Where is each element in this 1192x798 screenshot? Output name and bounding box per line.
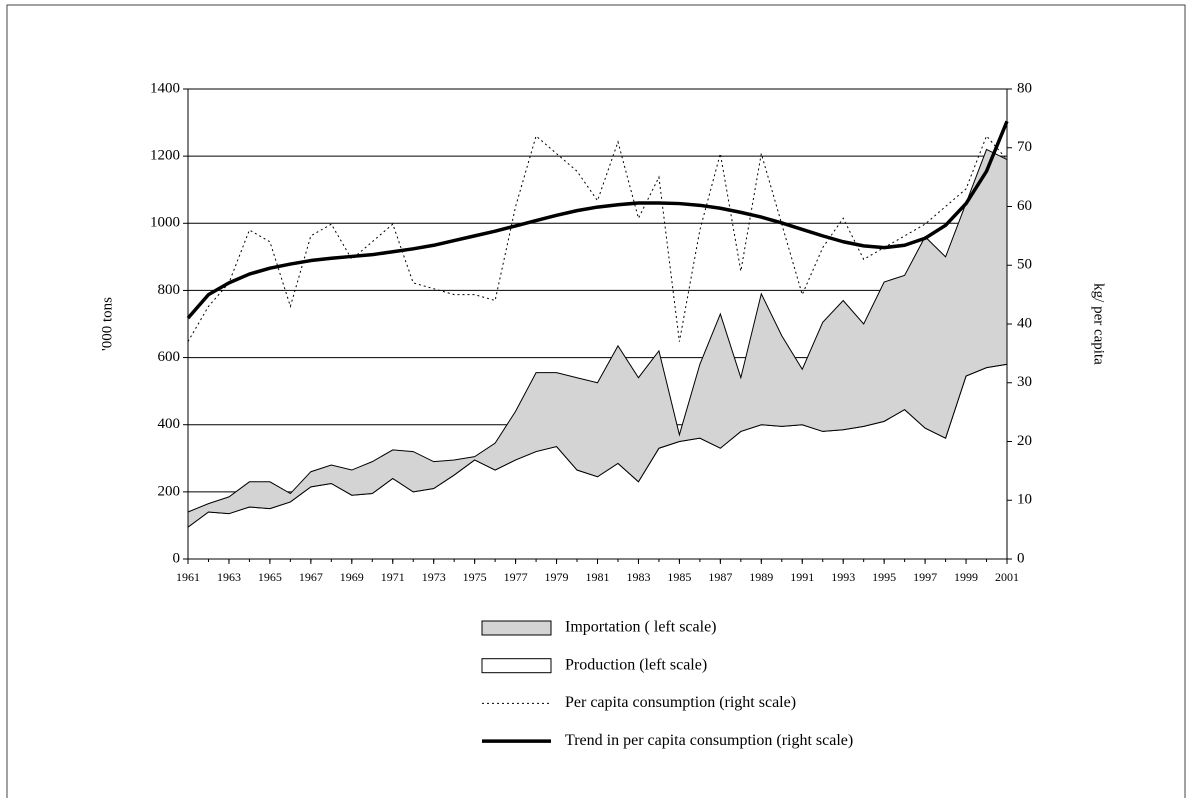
x-tick-label: 1999 [954, 570, 978, 584]
x-tick-label: 1993 [831, 570, 855, 584]
y-tick-label: 200 [158, 483, 181, 499]
y2-tick-label: 60 [1017, 198, 1032, 214]
x-tick-label: 1971 [381, 570, 405, 584]
legend-label: Trend in per capita consumption (right s… [565, 732, 853, 749]
y-axis-label: '000 tons [99, 297, 115, 351]
y2-tick-label: 30 [1017, 374, 1032, 390]
x-tick-label: 1995 [872, 570, 896, 584]
x-tick-label: 2001 [995, 570, 1019, 584]
x-tick-label: 1963 [217, 570, 241, 584]
x-tick-label: 1975 [463, 570, 487, 584]
y2-axis-label: kg/ per capita [1091, 283, 1107, 365]
legend-label: Production (left scale) [565, 656, 707, 673]
x-tick-label: 1979 [545, 570, 569, 584]
y2-tick-label: 0 [1017, 550, 1025, 566]
legend-label: Per capita consumption (right scale) [565, 694, 796, 711]
y-tick-label: 800 [158, 282, 181, 298]
y-tick-label: 1200 [150, 148, 180, 164]
legend-swatch [481, 620, 552, 636]
y-tick-label: 0 [173, 550, 181, 566]
x-tick-label: 1985 [667, 570, 691, 584]
x-tick-label: 1983 [626, 570, 650, 584]
x-tick-label: 1973 [422, 570, 446, 584]
x-tick-label: 1991 [790, 570, 814, 584]
line [186, 120, 1009, 320]
y-tick-label: 400 [158, 416, 181, 432]
y2-tick-label: 50 [1017, 257, 1032, 273]
x-tick-label: 1987 [708, 570, 732, 584]
x-tick-label: 1977 [504, 570, 528, 584]
frame [6, 4, 1186, 798]
x-tick-label: 1967 [299, 570, 323, 584]
x-tick-label: 1997 [913, 570, 937, 584]
x-tick-label: 1961 [176, 570, 200, 584]
y-tick-label: 1400 [150, 80, 180, 96]
y2-tick-label: 20 [1017, 433, 1032, 449]
x-tick-label: 1969 [340, 570, 364, 584]
y2-tick-label: 10 [1017, 492, 1032, 508]
x-tick-label: 1981 [586, 570, 610, 584]
x-tick-label: 1989 [749, 570, 773, 584]
y2-tick-label: 40 [1017, 315, 1032, 331]
y-tick-label: 600 [158, 349, 181, 365]
x-tick-label: 1965 [258, 570, 282, 584]
y2-tick-label: 70 [1017, 139, 1032, 155]
legend-swatch [481, 658, 552, 674]
legend-label: Importation ( left scale) [565, 619, 717, 636]
y-tick-label: 1000 [150, 215, 180, 231]
y2-tick-label: 80 [1017, 80, 1032, 96]
